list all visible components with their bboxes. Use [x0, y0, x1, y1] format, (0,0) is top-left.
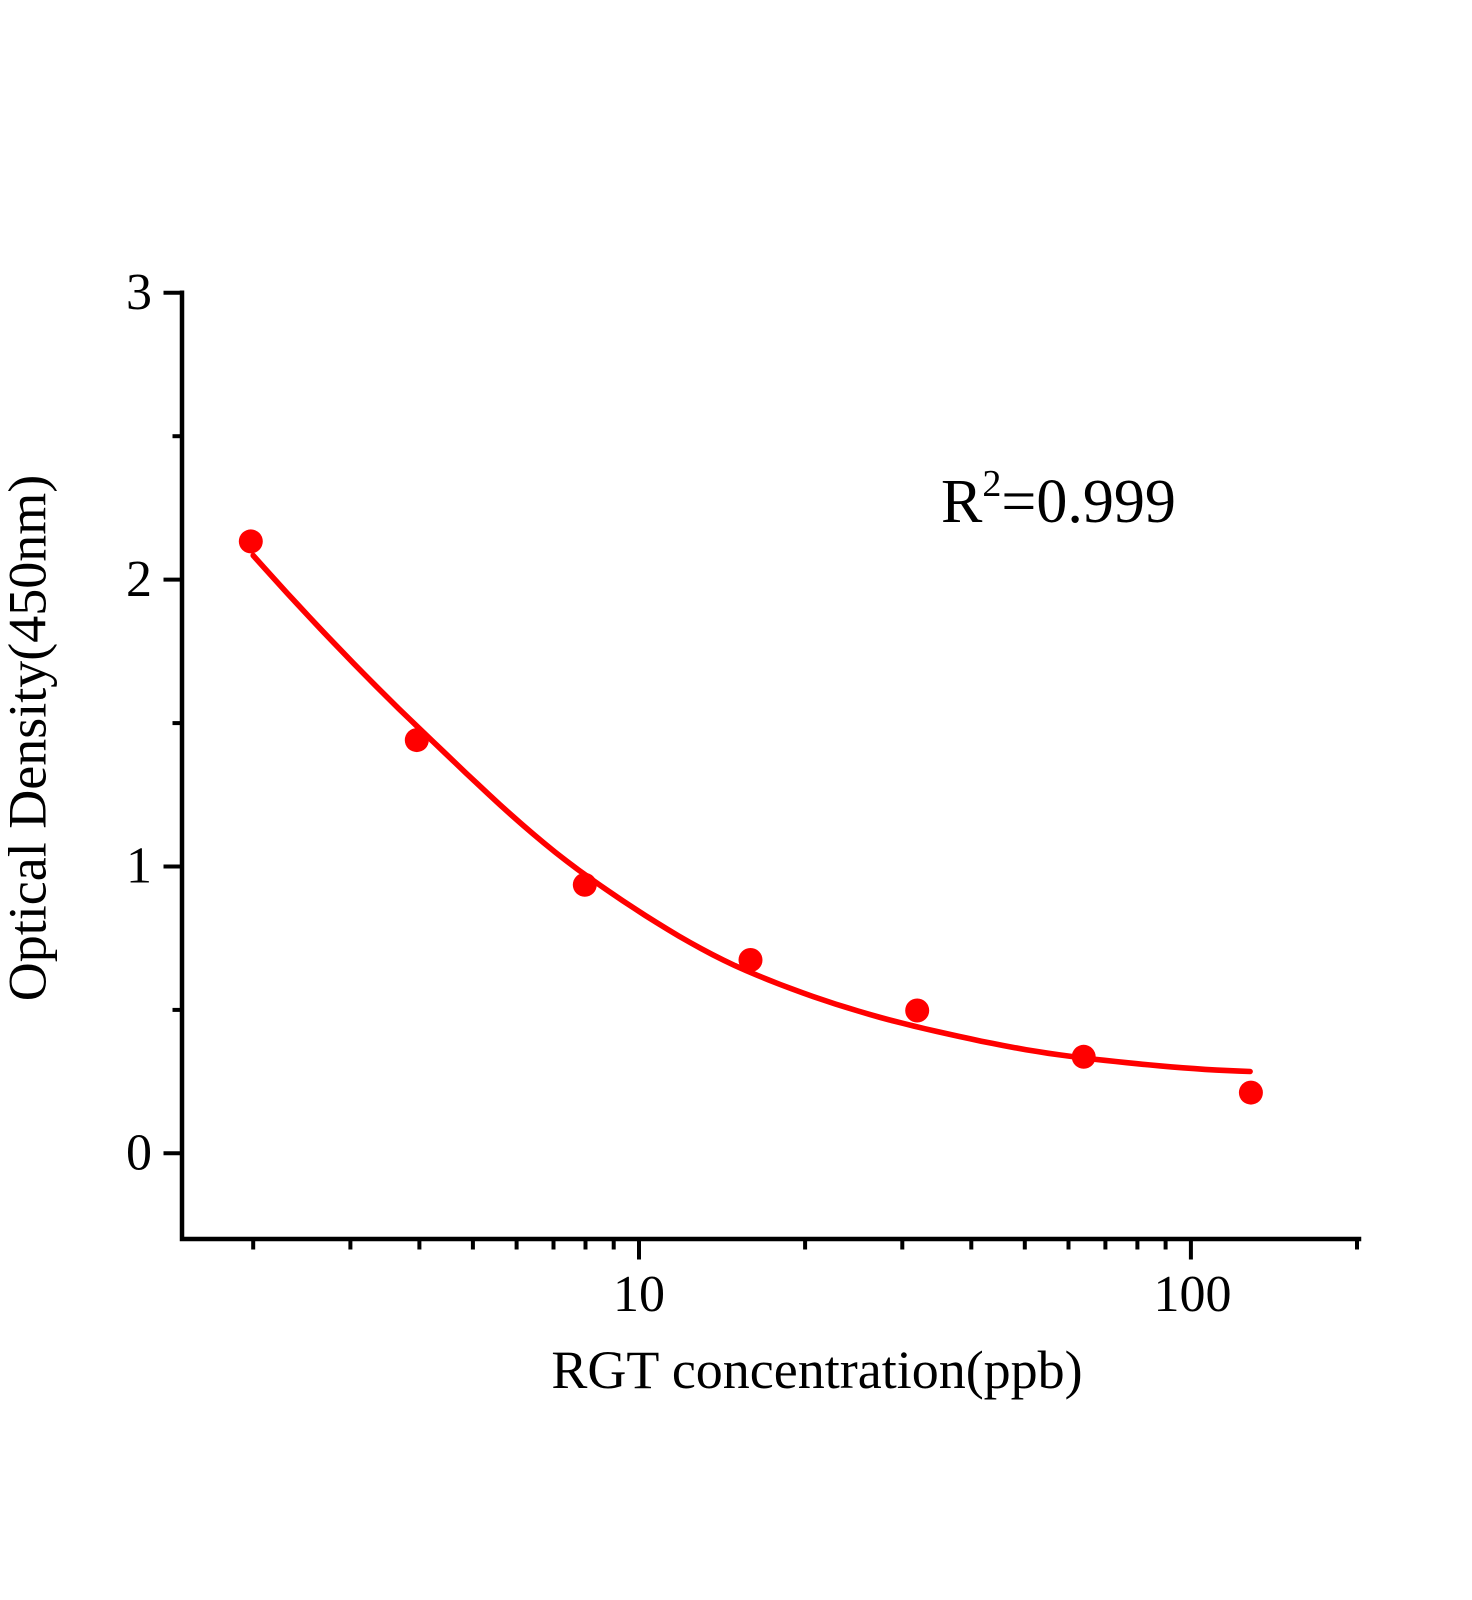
svg-text:Optical Density(450nm): Optical Density(450nm) [0, 475, 58, 1001]
svg-text:10: 10 [613, 1266, 665, 1323]
svg-text:3: 3 [126, 264, 152, 321]
svg-text:100: 100 [1154, 1266, 1232, 1323]
svg-text:2: 2 [126, 551, 152, 608]
svg-text:0: 0 [126, 1125, 152, 1182]
svg-text:1: 1 [126, 838, 152, 895]
svg-text:R2=0.999: R2=0.999 [941, 463, 1176, 536]
svg-text:RGT concentration(ppb): RGT concentration(ppb) [551, 1340, 1082, 1400]
